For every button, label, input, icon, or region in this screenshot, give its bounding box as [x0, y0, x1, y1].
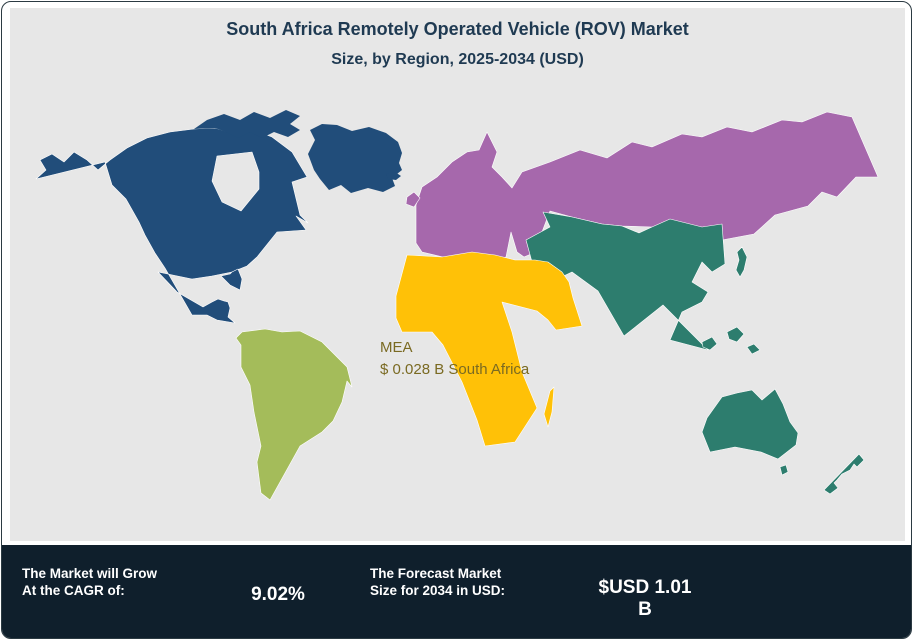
svg-text:$ 0.028 B South Africa: $ 0.028 B South Africa [380, 361, 530, 378]
svg-text:MEA: MEA [380, 339, 413, 356]
